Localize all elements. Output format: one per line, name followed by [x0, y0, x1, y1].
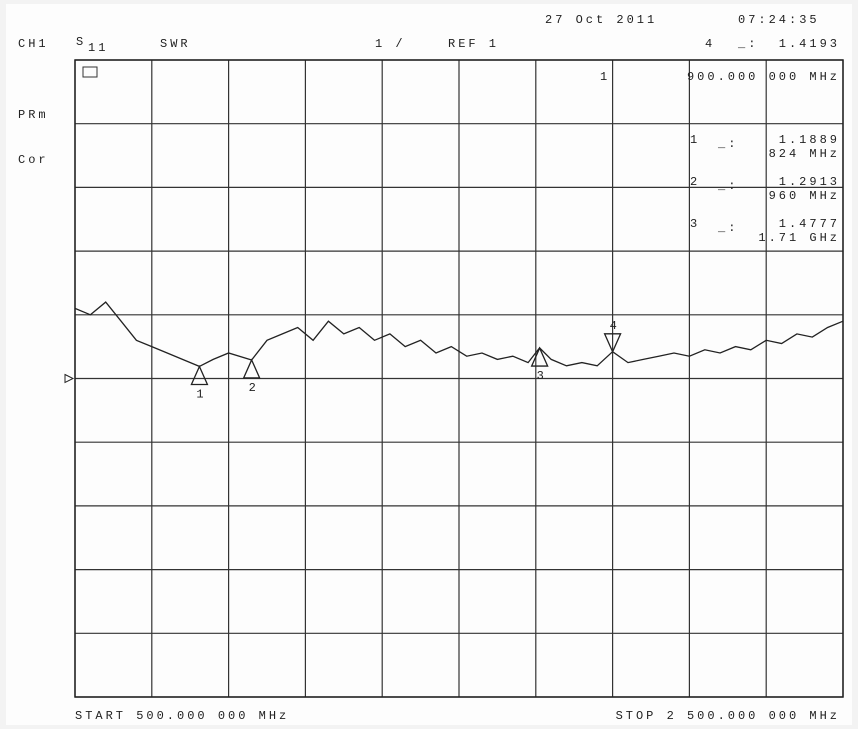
readout-label: 2 — [690, 175, 700, 189]
active-marker-label: 4 — [705, 37, 715, 51]
marker-label: 2 — [249, 381, 259, 395]
left-label: PRm — [18, 108, 49, 122]
readout-freq: 900.000 000 MHz — [687, 70, 840, 84]
marker — [242, 358, 261, 379]
date: 27 Oct 2011 — [545, 13, 657, 27]
marker-label: 1 — [196, 388, 206, 402]
readout-label: 1 — [600, 70, 610, 84]
readout-value: 1.1889 — [779, 133, 840, 147]
active-marker-value: 1.4193 — [779, 37, 840, 51]
marker-label: 3 — [537, 369, 547, 383]
channel: CH1 — [18, 37, 49, 51]
readout-value: 1.2913 — [779, 175, 840, 189]
readout-label: 3 — [690, 217, 700, 231]
stop-label: STOP 2 500.000 000 MHz — [616, 709, 840, 723]
screen — [6, 4, 852, 725]
readout-sep: _: — [717, 221, 738, 235]
format: SWR — [160, 37, 191, 51]
readout-value: 1.4777 — [779, 217, 840, 231]
marker — [603, 333, 622, 354]
readout-label: 1 — [690, 133, 700, 147]
param: S — [76, 35, 86, 49]
scale: 1 / — [375, 37, 406, 51]
start-label: START 500.000 000 MHz — [75, 709, 289, 723]
readout-sep: _: — [717, 179, 738, 193]
readout-freq: 1.71 GHz — [758, 231, 840, 245]
active-sep: _: — [737, 37, 758, 51]
left-label: Cor — [18, 153, 49, 167]
ref-pointer — [64, 373, 75, 384]
trace — [74, 301, 844, 368]
marker — [190, 364, 209, 386]
plot-frame — [74, 59, 844, 698]
ref: REF 1 — [448, 37, 499, 51]
icon — [82, 66, 98, 78]
readout-freq: 824 MHz — [769, 147, 840, 161]
readout-freq: 960 MHz — [769, 189, 840, 203]
marker-label: 4 — [610, 319, 620, 333]
param-sub: 11 — [88, 41, 108, 55]
marker — [530, 346, 549, 367]
readout-sep: _: — [717, 137, 738, 151]
time: 07:24:35 — [738, 13, 820, 27]
